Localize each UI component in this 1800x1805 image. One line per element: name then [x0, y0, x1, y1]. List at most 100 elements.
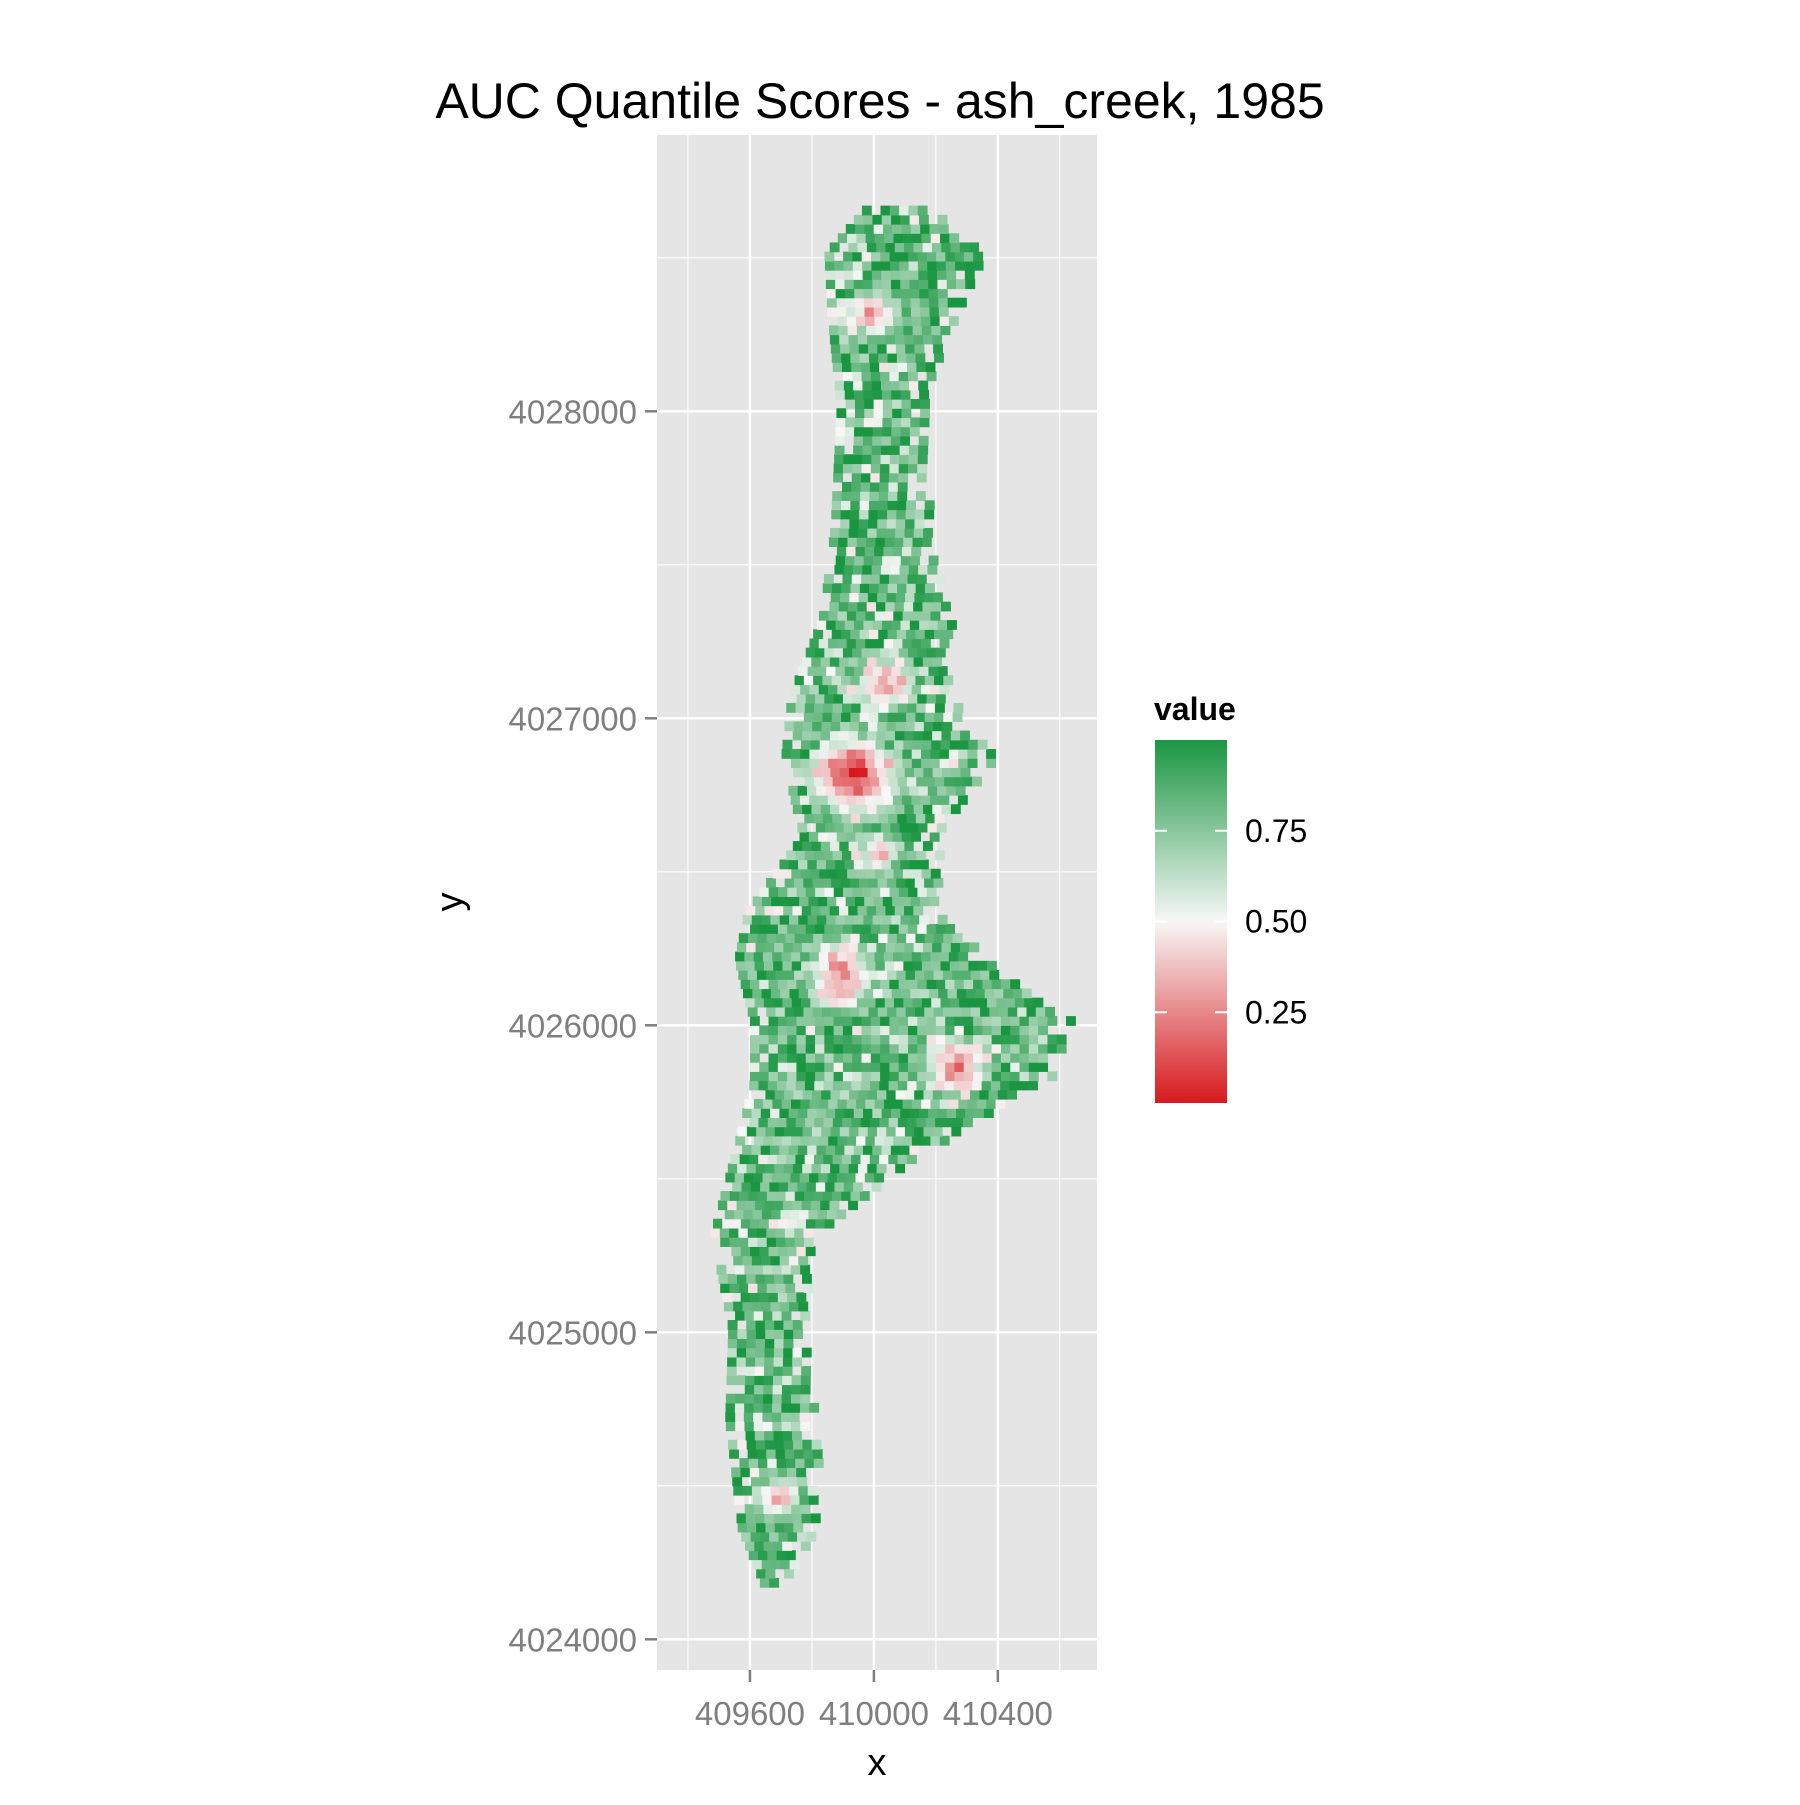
heatmap-cell: [801, 1200, 812, 1211]
heatmap-cell: [767, 1080, 778, 1091]
heatmap-cell: [934, 813, 945, 824]
heatmap-cell: [754, 1430, 765, 1441]
heatmap-cell: [806, 1181, 817, 1192]
heatmap-cell: [898, 979, 909, 990]
heatmap-cell: [809, 758, 820, 769]
heatmap-cell: [931, 325, 942, 336]
heatmap-cell: [1000, 1080, 1011, 1091]
heatmap-cell: [866, 601, 877, 612]
heatmap-cell: [923, 592, 934, 603]
heatmap-cell: [968, 997, 979, 1008]
heatmap-cell: [816, 1108, 827, 1118]
heatmap-cell: [842, 647, 853, 658]
heatmap-cell: [867, 730, 877, 741]
heatmap-cell: [763, 1135, 774, 1146]
heatmap-cell: [828, 997, 839, 1008]
heatmap-cell: [886, 767, 897, 778]
heatmap-cell: [879, 574, 890, 584]
heatmap-cell: [859, 500, 870, 511]
heatmap-cell: [923, 1089, 934, 1100]
heatmap-cell: [781, 1393, 792, 1404]
heatmap-cell: [841, 491, 852, 501]
heatmap-cell: [764, 1356, 775, 1367]
heatmap-cell: [936, 270, 947, 280]
heatmap-cell: [918, 214, 929, 225]
heatmap-cell: [746, 1163, 757, 1174]
heatmap-cell: [959, 242, 970, 253]
heatmap-cell: [718, 1273, 729, 1284]
heatmap-cell: [905, 509, 916, 520]
heatmap-cell: [881, 426, 892, 437]
heatmap-cell: [735, 1393, 746, 1404]
heatmap-cell: [877, 721, 888, 732]
heatmap-cell: [860, 702, 871, 713]
heatmap-cell: [963, 1052, 974, 1063]
heatmap-cell: [828, 325, 839, 336]
heatmap-cell: [866, 325, 877, 336]
heatmap-cell: [771, 1172, 782, 1183]
heatmap-cell: [952, 712, 963, 722]
heatmap-cell: [870, 1043, 881, 1054]
heatmap-cell: [749, 1071, 760, 1082]
heatmap-cell: [835, 279, 846, 290]
heatmap-cell: [901, 896, 912, 907]
heatmap-cell: [910, 399, 921, 409]
heatmap-cell: [960, 942, 970, 953]
heatmap-cell: [757, 1237, 768, 1247]
heatmap-cell: [1000, 979, 1011, 990]
heatmap-cell: [796, 1071, 807, 1082]
heatmap-cell: [926, 1016, 937, 1026]
heatmap-cell: [763, 1098, 774, 1109]
heatmap-cell: [1033, 997, 1044, 1008]
heatmap-cell: [924, 712, 935, 722]
heatmap-cell: [857, 601, 868, 612]
heatmap-cell: [745, 1375, 755, 1386]
heatmap-cell: [779, 859, 790, 870]
heatmap-cell: [740, 1292, 751, 1303]
heatmap-cell: [832, 491, 843, 501]
heatmap-cell: [893, 749, 904, 759]
heatmap-cell: [879, 1080, 890, 1091]
heatmap-cell: [902, 638, 913, 649]
heatmap-cell: [756, 1568, 767, 1579]
heatmap-cell: [887, 629, 898, 640]
heatmap-cell: [774, 1522, 785, 1533]
heatmap-cell: [818, 749, 829, 759]
heatmap-cell: [748, 1237, 758, 1247]
heatmap-cell: [873, 988, 884, 999]
heatmap-cell: [832, 813, 843, 824]
heatmap-cell: [885, 334, 896, 345]
heatmap-cell: [896, 352, 907, 363]
heatmap-cell: [796, 1043, 807, 1054]
heatmap-cell: [859, 1006, 870, 1017]
heatmap-cell: [796, 1292, 807, 1303]
heatmap-cell: [832, 1080, 843, 1091]
heatmap-cell: [720, 1283, 731, 1293]
heatmap-cell: [916, 472, 927, 483]
heatmap-cell: [737, 1338, 747, 1349]
heatmap-cell: [852, 463, 863, 474]
heatmap-cell: [820, 804, 831, 815]
heatmap-cell: [859, 712, 870, 722]
heatmap-cell: [898, 887, 909, 897]
heatmap-cell: [768, 1246, 779, 1257]
heatmap-cell: [930, 1098, 941, 1109]
heatmap-cell: [779, 1485, 790, 1496]
heatmap-cell: [826, 297, 837, 308]
heatmap-cell: [853, 380, 864, 391]
heatmap-cell: [1026, 1006, 1037, 1017]
heatmap-cell: [745, 1430, 756, 1441]
heatmap-cell: [872, 914, 883, 925]
heatmap-cell: [930, 684, 941, 695]
heatmap-cell: [998, 1006, 1009, 1017]
heatmap-cell: [814, 850, 824, 861]
heatmap-cell: [888, 1117, 899, 1128]
heatmap-cell: [861, 923, 872, 934]
heatmap-cell: [778, 1181, 789, 1192]
heatmap-cell: [900, 435, 910, 446]
heatmap-cell: [734, 1209, 744, 1220]
heatmap-cell: [900, 288, 911, 299]
heatmap-cell: [910, 288, 920, 299]
heatmap-cell: [797, 785, 808, 796]
heatmap-cell: [944, 1080, 955, 1091]
